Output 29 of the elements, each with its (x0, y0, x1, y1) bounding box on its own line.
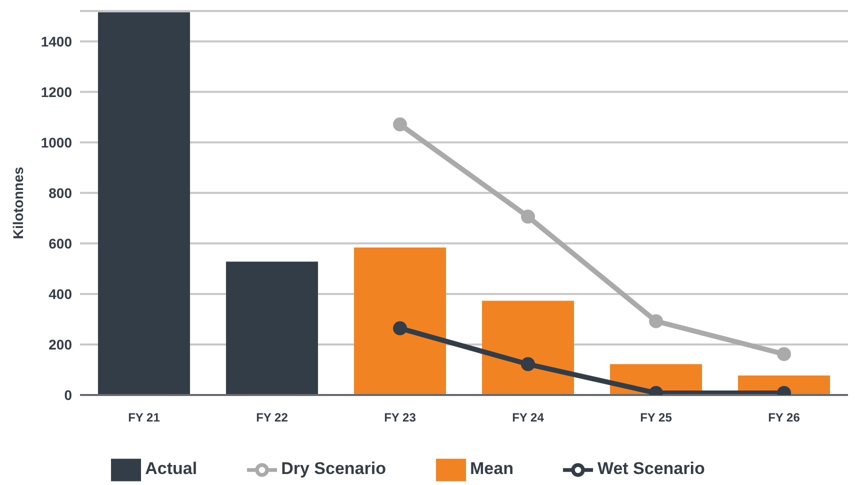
y-tick-label: 1400 (40, 33, 72, 50)
x-tick-label: FY 23 (384, 410, 416, 425)
x-tick-label: FY 26 (768, 410, 800, 425)
bar (354, 247, 446, 395)
bar (98, 12, 190, 395)
legend-label: Dry Scenario (281, 459, 386, 478)
point (393, 117, 407, 132)
point (393, 321, 407, 336)
legend-label: Actual (145, 459, 198, 478)
y-tick-label: 1000 (40, 134, 72, 150)
y-axis-title: Kilotonnes (10, 166, 26, 240)
x-tick-label: FY 25 (640, 410, 672, 425)
y-tick-label: 1200 (40, 84, 72, 100)
x-tick-label: FY 21 (128, 410, 160, 425)
y-tick-label: 200 (48, 336, 72, 352)
point (521, 357, 535, 372)
point (521, 210, 535, 224)
point (649, 314, 663, 328)
y-tick-label: 0 (64, 386, 72, 403)
y-tick-label: 600 (48, 235, 72, 252)
x-tick-label: FY 22 (256, 410, 288, 425)
x-tick-label: FY 24 (512, 410, 544, 425)
point (777, 347, 791, 362)
legend-label: Wet Scenario (597, 459, 705, 478)
y-tick-label: 400 (48, 286, 72, 302)
y-tick-label: 800 (48, 184, 72, 201)
legend-label: Mean (470, 459, 514, 478)
bar (226, 262, 318, 395)
bar (482, 300, 574, 395)
